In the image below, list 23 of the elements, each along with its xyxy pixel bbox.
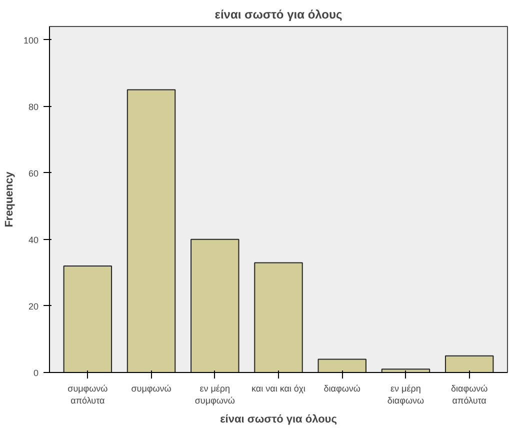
x-tick-label: διαφωνώ xyxy=(324,384,360,394)
chart-title: είναι σωστό για όλους xyxy=(214,8,342,22)
y-tick-label: 60 xyxy=(28,168,39,178)
x-tick-label: διαφωνώ απόλυτα xyxy=(451,384,488,406)
bar xyxy=(190,238,240,372)
y-tick-label: 40 xyxy=(28,234,39,245)
x-tick-label: εν μέρη συμφωνώ xyxy=(194,384,235,406)
y-tick-label: 0 xyxy=(33,368,39,378)
bar xyxy=(444,355,494,372)
bar xyxy=(381,368,430,372)
x-axis-title: είναι σωστό για όλους xyxy=(220,414,338,426)
x-tick-label: συμφωνώ xyxy=(131,384,172,394)
x-tick-label: και ναι και όχι xyxy=(252,384,306,394)
y-axis-title: Frequency xyxy=(3,170,16,228)
y-tick-label: 80 xyxy=(28,102,39,112)
x-tick-label: εν μέρη διαφωνω xyxy=(387,384,424,406)
y-tick-label: 20 xyxy=(28,301,39,312)
bar xyxy=(318,358,366,372)
y-tick-label: 100 xyxy=(23,35,39,46)
bar xyxy=(254,262,303,372)
bar xyxy=(63,266,112,372)
bar xyxy=(126,89,176,372)
x-tick-label: συμφωνώ απόλυτα xyxy=(68,384,108,406)
